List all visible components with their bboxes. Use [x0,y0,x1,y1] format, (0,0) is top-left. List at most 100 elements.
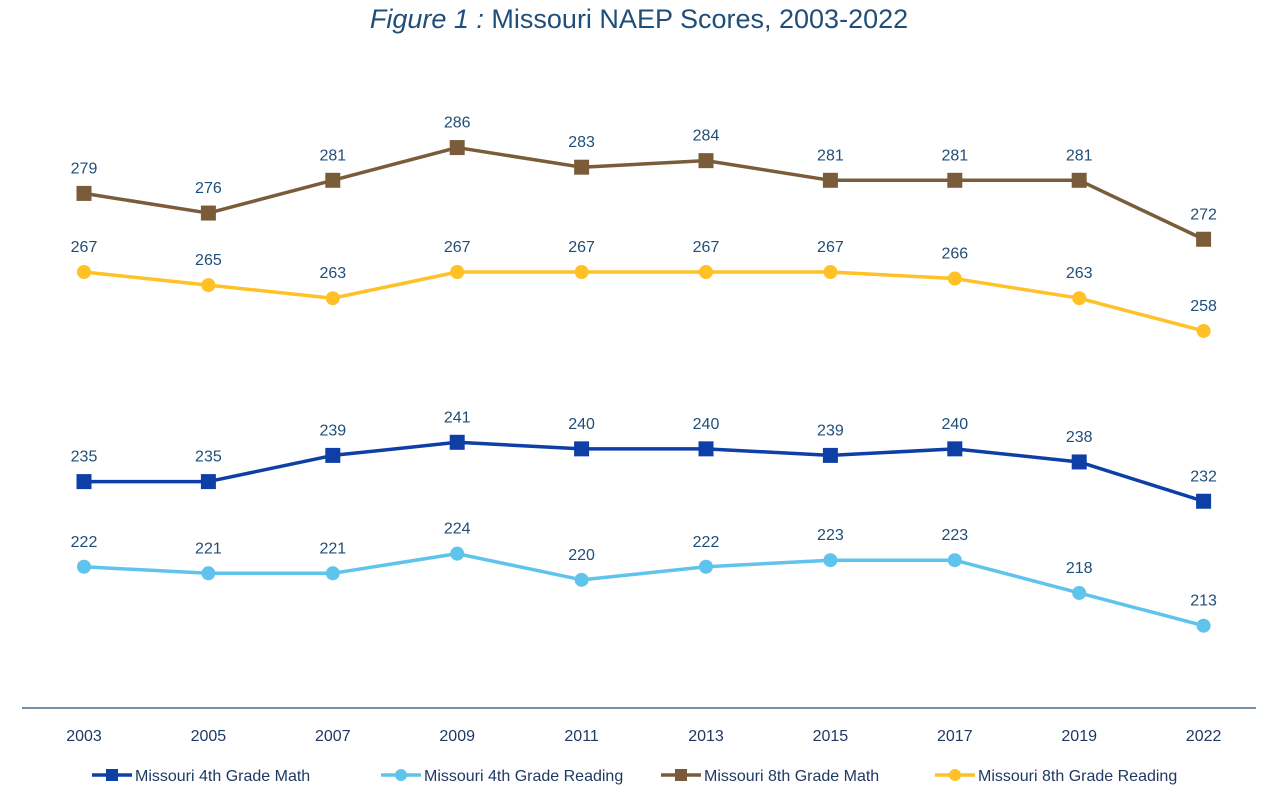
legend-marker-missouri-4th-grade-math [106,769,118,781]
data-label-missouri-4th-grade-math-2022: 232 [1190,468,1217,485]
data-label-missouri-4th-grade-reading-2011: 220 [568,547,595,564]
data-label-missouri-8th-grade-math-2013: 284 [693,128,720,145]
chart-title-text: Missouri NAEP Scores, 2003-2022 [491,4,909,34]
data-point-missouri-4th-grade-reading-2022 [1196,618,1211,633]
data-label-missouri-8th-grade-math-2007: 281 [319,147,346,164]
data-label-missouri-4th-grade-math-2007: 239 [319,422,346,439]
data-point-missouri-8th-grade-reading-2015 [823,265,838,279]
legend-marker-missouri-8th-grade-math [675,769,687,781]
data-point-missouri-8th-grade-reading-2007 [325,291,340,306]
data-label-missouri-8th-grade-math-2009: 286 [444,115,471,132]
data-label-missouri-4th-grade-reading-2007: 221 [319,540,346,557]
x-tick-label-2005: 2005 [191,728,227,745]
data-point-missouri-8th-grade-reading-2009 [450,265,465,279]
x-tick-label-2017: 2017 [937,728,973,745]
data-label-missouri-8th-grade-reading-2019: 263 [1066,265,1093,282]
legend-label-missouri-8th-grade-reading: Missouri 8th Grade Reading [978,768,1177,785]
data-label-missouri-4th-grade-math-2013: 240 [693,416,720,433]
data-point-missouri-8th-grade-math-2022 [1196,231,1212,247]
data-point-missouri-8th-grade-math-2009 [449,140,465,156]
x-tick-label-2007: 2007 [315,728,351,745]
data-point-missouri-4th-grade-reading-2019 [1072,585,1087,600]
data-point-missouri-8th-grade-math-2005 [200,205,216,221]
data-label-missouri-4th-grade-reading-2015: 223 [817,527,844,544]
data-label-missouri-4th-grade-math-2019: 238 [1066,429,1093,446]
data-point-missouri-8th-grade-reading-2003 [77,265,91,279]
data-point-missouri-8th-grade-math-2015 [822,172,838,188]
data-point-missouri-8th-grade-reading-2005 [201,278,216,293]
x-tick-label-2009: 2009 [439,728,475,745]
data-label-missouri-8th-grade-math-2019: 281 [1066,147,1093,164]
data-point-missouri-4th-grade-reading-2011 [574,572,589,587]
data-point-missouri-8th-grade-reading-2019 [1072,291,1087,306]
data-point-missouri-4th-grade-math-2019 [1071,454,1087,470]
data-label-missouri-8th-grade-reading-2013: 267 [693,239,720,256]
data-label-missouri-4th-grade-math-2009: 241 [444,409,471,426]
data-label-missouri-8th-grade-reading-2005: 265 [195,252,222,269]
series-line-missouri-8th-grade-math [83,145,1205,241]
legend-label-missouri-8th-grade-math: Missouri 8th Grade Math [704,768,879,785]
data-label-missouri-4th-grade-reading-2009: 224 [444,521,471,538]
data-point-missouri-4th-grade-reading-2015 [823,553,838,568]
x-tick-label-2003: 2003 [66,728,102,745]
x-tick-label-2015: 2015 [813,728,849,745]
data-point-missouri-8th-grade-reading-2017 [947,271,962,286]
data-point-missouri-4th-grade-math-2022 [1196,493,1212,509]
series-line-missouri-4th-grade-math [84,440,1205,503]
data-point-missouri-4th-grade-math-2013 [698,441,714,457]
data-label-missouri-4th-grade-reading-2005: 221 [195,540,222,557]
data-label-missouri-8th-grade-reading-2009: 267 [444,239,471,256]
data-label-missouri-8th-grade-reading-2007: 263 [319,265,346,282]
data-point-missouri-4th-grade-reading-2007 [325,566,340,581]
data-point-missouri-8th-grade-math-2007 [325,172,341,188]
data-label-missouri-8th-grade-math-2011: 283 [568,134,595,151]
data-point-missouri-4th-grade-math-2017 [947,441,963,457]
data-point-missouri-8th-grade-math-2013 [698,153,714,169]
x-tick-label-2013: 2013 [688,728,724,745]
legend-label-missouri-4th-grade-reading: Missouri 4th Grade Reading [424,768,623,785]
legend-label-missouri-4th-grade-math: Missouri 4th Grade Math [135,768,310,785]
x-tick-label-2011: 2011 [564,728,599,745]
data-label-missouri-4th-grade-math-2017: 240 [941,416,968,433]
data-point-missouri-4th-grade-math-2005 [200,474,216,490]
data-label-missouri-8th-grade-reading-2017: 266 [941,246,968,263]
data-label-missouri-4th-grade-reading-2019: 218 [1066,560,1093,577]
data-point-missouri-4th-grade-math-2009 [449,434,465,450]
data-point-missouri-8th-grade-math-2019 [1071,172,1087,188]
data-label-missouri-8th-grade-reading-2015: 267 [817,239,844,256]
data-point-missouri-8th-grade-reading-2022 [1196,323,1211,338]
data-point-missouri-4th-grade-reading-2003 [77,559,91,574]
figure-number: Figure 1 : [369,4,484,34]
data-label-missouri-8th-grade-math-2017: 281 [941,147,968,164]
data-label-missouri-8th-grade-math-2003: 279 [71,160,98,177]
data-point-missouri-4th-grade-reading-2005 [201,566,216,581]
data-label-missouri-4th-grade-reading-2003: 222 [71,534,98,551]
data-point-missouri-8th-grade-math-2003 [76,185,92,201]
series-line-missouri-8th-grade-reading [83,270,1205,333]
data-label-missouri-8th-grade-math-2005: 276 [195,180,222,197]
data-point-missouri-4th-grade-math-2003 [76,474,92,490]
data-point-missouri-8th-grade-math-2011 [574,159,590,175]
data-label-missouri-4th-grade-reading-2017: 223 [941,527,968,544]
data-label-missouri-8th-grade-math-2022: 272 [1190,206,1217,223]
data-point-missouri-4th-grade-reading-2013 [699,559,713,574]
data-point-missouri-8th-grade-reading-2013 [699,265,713,279]
data-point-missouri-4th-grade-math-2015 [822,447,838,463]
data-label-missouri-4th-grade-math-2011: 240 [568,416,595,433]
x-tick-label-2019: 2019 [1061,728,1097,745]
legend-marker-missouri-4th-grade-reading [395,769,407,781]
data-label-missouri-4th-grade-math-2015: 239 [817,422,844,439]
series-line-missouri-4th-grade-reading [83,551,1205,628]
data-label-missouri-8th-grade-math-2015: 281 [817,147,844,164]
data-point-missouri-8th-grade-reading-2011 [574,265,589,279]
data-point-missouri-8th-grade-math-2017 [947,172,963,188]
data-label-missouri-4th-grade-math-2005: 235 [195,449,222,466]
legend-marker-missouri-8th-grade-reading [949,769,961,781]
data-point-missouri-4th-grade-math-2011 [574,441,590,457]
data-label-missouri-4th-grade-math-2003: 235 [71,449,98,466]
data-point-missouri-4th-grade-reading-2017 [947,553,962,568]
x-tick-label-2022: 2022 [1186,728,1222,745]
data-point-missouri-4th-grade-reading-2009 [450,546,465,561]
data-label-missouri-8th-grade-reading-2003: 267 [71,239,98,256]
chart-title: Figure 1 : Missouri NAEP Scores, 2003-20… [0,4,1278,35]
